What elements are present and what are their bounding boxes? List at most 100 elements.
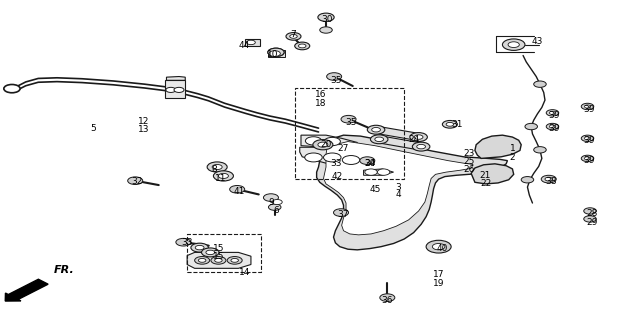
Text: 25: 25 (463, 157, 475, 166)
Circle shape (410, 132, 428, 141)
Text: 2: 2 (510, 153, 515, 162)
Circle shape (194, 257, 209, 264)
Text: 44: 44 (239, 41, 250, 50)
Text: 13: 13 (137, 125, 149, 134)
Polygon shape (301, 135, 357, 149)
Circle shape (584, 157, 591, 160)
Circle shape (227, 257, 242, 264)
Circle shape (305, 137, 322, 145)
Bar (187, 234, 261, 272)
Circle shape (318, 13, 334, 21)
Circle shape (581, 155, 594, 162)
Circle shape (286, 33, 301, 40)
Text: 24: 24 (408, 135, 419, 144)
Circle shape (360, 157, 375, 164)
Circle shape (584, 208, 596, 214)
Circle shape (341, 116, 356, 123)
Text: 37: 37 (338, 210, 349, 219)
Circle shape (290, 35, 297, 38)
Circle shape (534, 81, 546, 87)
Text: 1: 1 (510, 144, 515, 153)
Circle shape (195, 245, 204, 250)
Polygon shape (377, 136, 423, 150)
Text: 29: 29 (587, 218, 598, 227)
Circle shape (545, 177, 552, 181)
Circle shape (426, 240, 451, 253)
Bar (295, 88, 404, 179)
Text: 31: 31 (451, 120, 463, 130)
Circle shape (246, 40, 255, 45)
Circle shape (549, 125, 556, 128)
Text: 33: 33 (181, 238, 193, 247)
Circle shape (546, 123, 559, 130)
Text: 35: 35 (345, 118, 357, 127)
Text: 14: 14 (239, 268, 250, 277)
Text: 40: 40 (436, 244, 448, 253)
Circle shape (4, 84, 20, 93)
Text: 20: 20 (364, 159, 376, 168)
Text: 39: 39 (548, 111, 559, 120)
Circle shape (541, 175, 556, 183)
Circle shape (584, 137, 591, 140)
Circle shape (263, 194, 278, 201)
Text: 15: 15 (213, 252, 224, 261)
Circle shape (581, 103, 594, 110)
Polygon shape (324, 141, 473, 235)
Text: 38: 38 (545, 177, 557, 186)
Text: 23: 23 (463, 149, 475, 158)
Text: 17: 17 (433, 270, 445, 279)
Text: 39: 39 (583, 136, 594, 145)
Circle shape (584, 105, 591, 108)
Circle shape (201, 248, 219, 257)
Text: 32: 32 (132, 177, 143, 186)
Polygon shape (475, 135, 521, 158)
Text: 15: 15 (213, 244, 224, 253)
Text: 12: 12 (138, 117, 149, 126)
Circle shape (128, 177, 143, 185)
Circle shape (174, 87, 184, 92)
Circle shape (272, 199, 282, 204)
Circle shape (549, 111, 556, 115)
Text: 22: 22 (480, 180, 491, 188)
Circle shape (380, 294, 395, 301)
Text: 42: 42 (332, 172, 343, 181)
Circle shape (342, 156, 360, 164)
Circle shape (372, 127, 381, 132)
Circle shape (320, 27, 332, 33)
Circle shape (443, 121, 457, 128)
Text: 4: 4 (395, 190, 401, 199)
Circle shape (375, 137, 384, 141)
Circle shape (371, 135, 388, 144)
Text: 39: 39 (583, 156, 594, 165)
Circle shape (166, 87, 176, 92)
Circle shape (365, 169, 377, 175)
Text: 6: 6 (273, 206, 279, 215)
Circle shape (417, 144, 426, 149)
Circle shape (508, 42, 519, 48)
Circle shape (414, 135, 423, 139)
Circle shape (298, 44, 306, 48)
Circle shape (268, 48, 284, 56)
Text: 30: 30 (322, 15, 333, 24)
Circle shape (324, 153, 341, 162)
Circle shape (324, 137, 340, 146)
Text: 35: 35 (330, 76, 342, 85)
Text: 39: 39 (548, 124, 559, 133)
Polygon shape (471, 164, 514, 184)
Text: 3: 3 (395, 183, 401, 192)
Circle shape (581, 135, 594, 141)
Circle shape (502, 39, 525, 50)
Circle shape (367, 125, 385, 134)
Circle shape (584, 216, 596, 222)
Circle shape (198, 259, 206, 262)
Circle shape (446, 123, 454, 126)
Text: FR.: FR. (54, 265, 75, 275)
Polygon shape (245, 39, 260, 46)
Text: 36: 36 (382, 296, 393, 305)
Text: 28: 28 (587, 209, 598, 218)
Text: 19: 19 (433, 279, 445, 288)
FancyArrow shape (5, 279, 48, 301)
Text: 20: 20 (320, 140, 332, 148)
Circle shape (191, 243, 208, 252)
Text: 39: 39 (583, 105, 594, 114)
